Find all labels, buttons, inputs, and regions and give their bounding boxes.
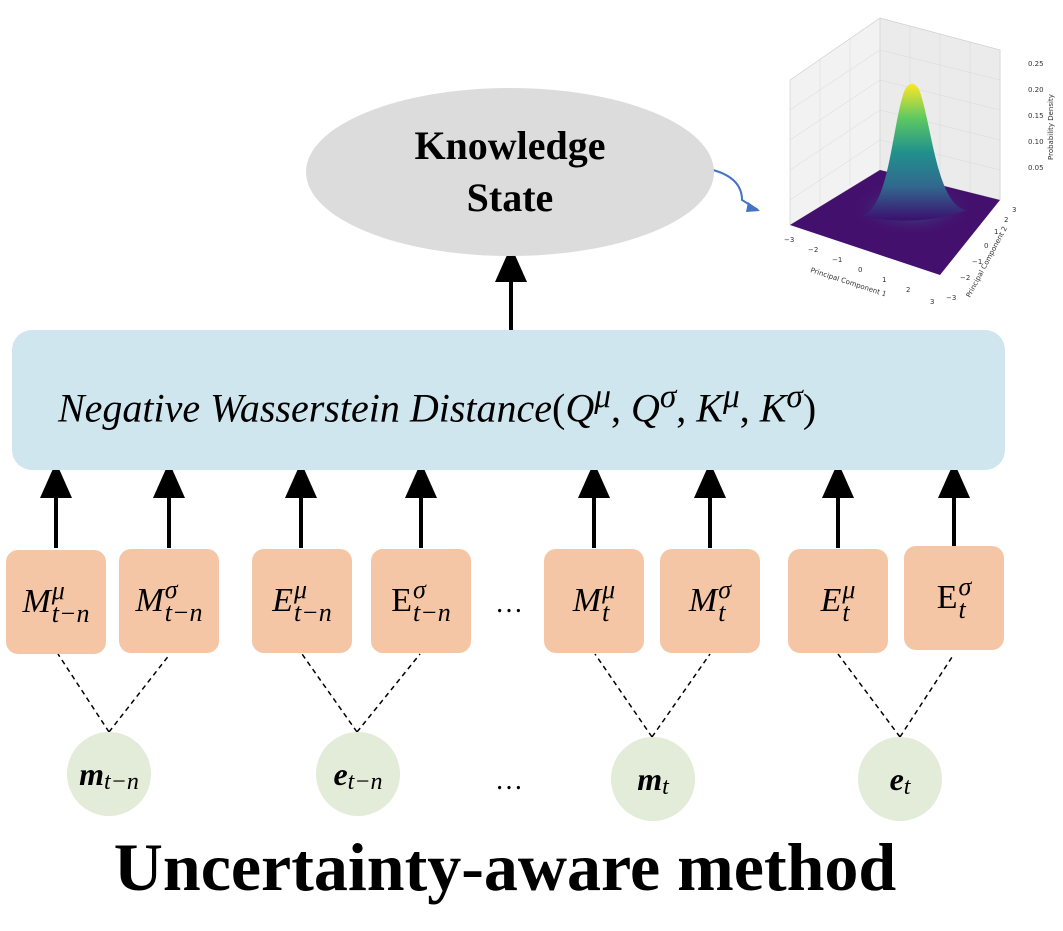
density-peak	[862, 83, 966, 221]
negative-wasserstein-distance-box	[12, 330, 1005, 470]
x-tick-2: −2	[808, 246, 818, 254]
knowledge-state-node: Knowledge State	[306, 88, 714, 256]
distance-open: (	[552, 385, 566, 431]
embedding-ellipsis: …	[495, 588, 523, 619]
x-tick-5: 1	[882, 276, 886, 284]
y-tick-4: 0	[984, 242, 988, 250]
curved-arrow	[712, 169, 759, 211]
distance-text: Negative Wasserstein Distance	[58, 385, 553, 431]
y-tick-6: 2	[1004, 216, 1008, 224]
y-tick-2: −2	[960, 274, 970, 282]
knowledge-state-line1: Knowledge	[414, 123, 606, 168]
z-tick-2: 0.20	[1028, 86, 1044, 94]
z-tick-4: 0.10	[1028, 138, 1044, 146]
negative-wasserstein-distance-label: Negative Wasserstein Distance(Qμ, Qσ, Kμ…	[58, 378, 817, 431]
z-tick-1: 0.25	[1028, 60, 1044, 68]
y-tick-7: 3	[1012, 206, 1016, 214]
z-tick-3: 0.15	[1028, 112, 1044, 120]
z-tick-5: 0.05	[1028, 164, 1044, 172]
figure-title: Uncertainty-aware method	[113, 829, 897, 905]
x-tick-1: −3	[784, 236, 794, 244]
y-tick-1: −3	[946, 294, 956, 302]
input-node-m-t-n: m t−n	[67, 732, 151, 816]
x-tick-3: −1	[832, 256, 842, 264]
input-ellipsis: …	[495, 765, 523, 796]
y-tick-5: 1	[994, 228, 998, 236]
input-node-e-t-n: e t−n	[316, 732, 400, 816]
y-tick-3: −1	[972, 258, 982, 266]
probability-density-plot: 0.25 0.20 0.15 0.10 0.05 −3 −2 −1 0 1 2 …	[784, 17, 1055, 306]
z-axis-label: Probability Density	[1047, 94, 1055, 160]
x-tick-6: 2	[906, 286, 910, 294]
x-tick-4: 0	[858, 266, 862, 274]
x-tick-7: 3	[930, 298, 934, 306]
x-axis-label: Principal Component 1	[809, 266, 887, 298]
knowledge-state-line2: State	[466, 175, 554, 220]
distance-close: )	[802, 385, 817, 431]
